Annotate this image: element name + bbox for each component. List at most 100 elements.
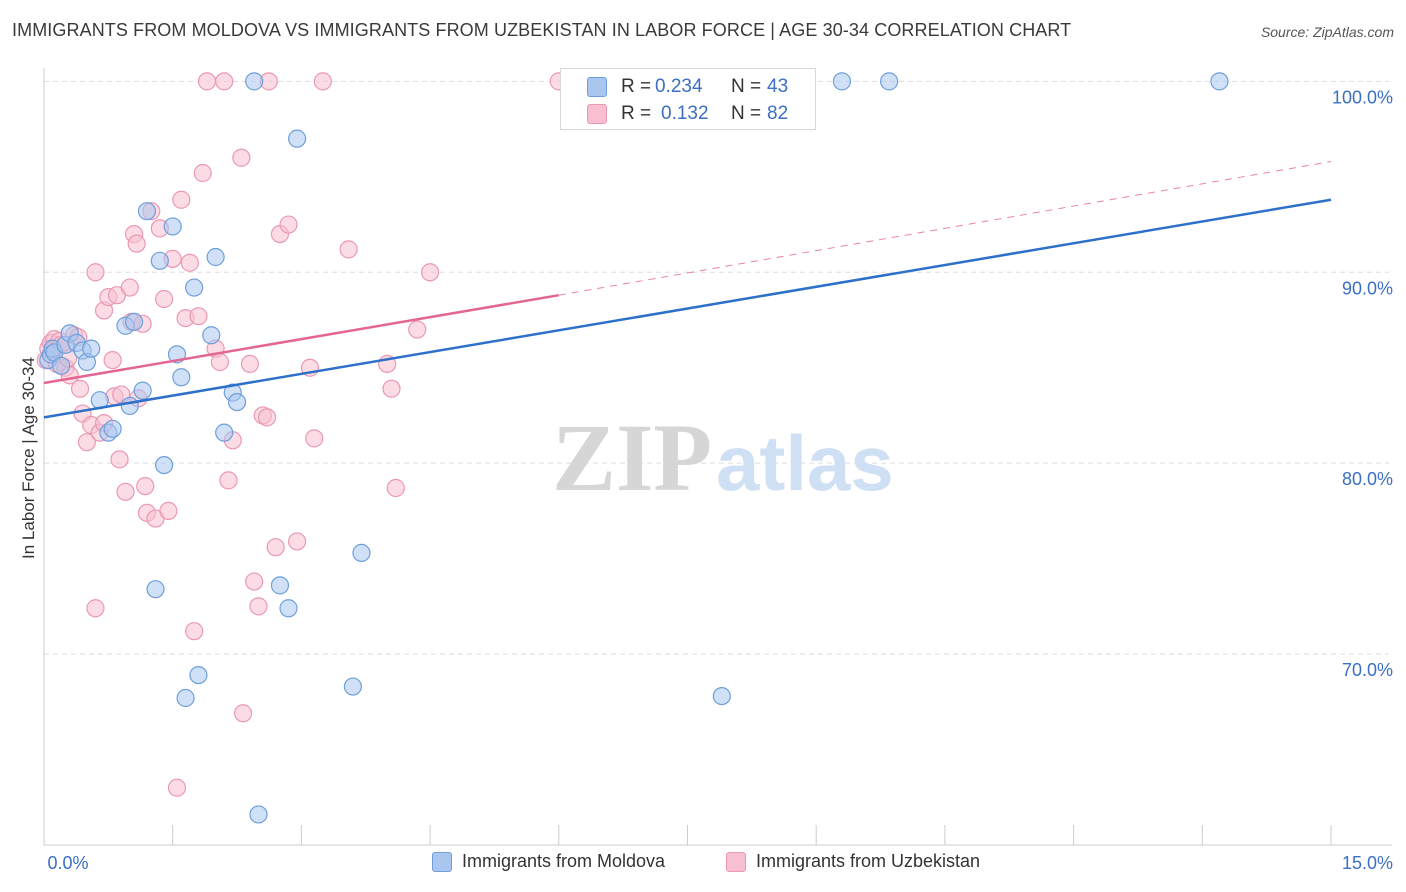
uzbekistan-point	[313, 72, 332, 91]
uzbekistan-point	[167, 778, 187, 797]
moldova-point	[150, 251, 169, 270]
legend-swatch-uzbekistan	[726, 851, 746, 872]
moldova-r-value: 0.234	[655, 76, 703, 97]
r-label: R =	[621, 103, 652, 124]
uzbekistan-point	[233, 704, 253, 723]
moldova-point	[832, 72, 852, 91]
moldova-point	[270, 576, 290, 595]
moldova-point	[189, 665, 208, 685]
y-tick-label: 80.0%	[1342, 469, 1393, 489]
uzbekistan-point	[215, 72, 234, 91]
n-label: N =	[731, 76, 762, 97]
moldova-point	[343, 677, 362, 696]
moldova-point	[215, 423, 234, 442]
uzbekistan-point	[245, 572, 264, 591]
axes: 70.0% 80.0% 90.0% 100.0% 0.0% 15.0%	[43, 68, 1393, 873]
uzbekistan-point	[219, 471, 238, 490]
uzbekistan-point	[193, 163, 212, 183]
gridlines	[44, 80, 1389, 655]
uzbekistan-point	[382, 379, 401, 398]
moldova-point	[206, 247, 225, 267]
moldova-point	[124, 312, 144, 332]
y-tick-label: 100.0%	[1332, 87, 1393, 107]
moldova-point	[146, 580, 165, 599]
moldova-point	[1210, 72, 1229, 91]
moldova-point	[712, 686, 731, 706]
stats-row-uzbekistan: R = 0.132 N = 82	[561, 101, 817, 127]
uzbekistan-point	[180, 253, 199, 272]
uzbekistan-point	[159, 501, 178, 521]
watermark-atlas: atlas	[716, 419, 894, 507]
legend: Immigrants from Moldova Immigrants from …	[0, 851, 1406, 877]
uzbekistan-point	[249, 597, 268, 616]
data-points	[36, 72, 1229, 824]
moldova-point	[279, 599, 298, 618]
moldova-point	[227, 392, 247, 412]
x-tick-label: 15.0%	[1342, 853, 1393, 873]
uzbekistan-point	[266, 538, 285, 557]
moldova-point	[137, 202, 157, 221]
chart-title: IMMIGRANTS FROM MOLDOVA VS IMMIGRANTS FR…	[12, 20, 1072, 40]
uzbekistan-point	[210, 352, 229, 372]
legend-label-moldova: Immigrants from Moldova	[462, 851, 666, 871]
moldova-point	[880, 72, 899, 91]
uzbekistan-point	[232, 148, 251, 167]
n-label: N =	[731, 103, 762, 124]
r-label: R =	[621, 76, 652, 97]
source-note: Source: ZipAtlas.com	[1260, 24, 1394, 40]
uzbekistan-point	[185, 622, 204, 641]
moldova-point	[120, 396, 139, 416]
uzbekistan-point	[305, 429, 324, 448]
uzbekistan-point	[172, 190, 191, 209]
moldova-point	[185, 278, 204, 297]
trend-lines	[43, 161, 1332, 419]
uzbekistan-point	[103, 350, 122, 370]
uzbekistan-point	[120, 278, 139, 297]
uzbekistan-r-value: 0.132	[661, 103, 709, 124]
y-tick-label: 90.0%	[1342, 278, 1393, 298]
uzbekistan-swatch	[587, 104, 607, 124]
stats-row-moldova: R = 0.234 N = 43	[561, 74, 817, 100]
moldova-point	[202, 326, 221, 345]
moldova-trend-line	[43, 198, 1332, 419]
moldova-point	[133, 381, 152, 400]
uzbekistan-point	[86, 599, 105, 618]
stats-box: R = 0.234 N = 43 R = 0.132 N = 82	[560, 68, 816, 130]
uzbekistan-point	[116, 482, 135, 501]
uzbekistan-point	[421, 263, 440, 282]
legend-item-moldova[interactable]: Immigrants from Moldova	[432, 851, 665, 872]
legend-swatch-moldova	[432, 851, 452, 872]
moldova-point	[352, 543, 371, 563]
moldova-point	[155, 455, 174, 475]
y-tick-label: 70.0%	[1342, 660, 1393, 680]
x-tick-label: 0.0%	[47, 853, 88, 873]
uzbekistan-point	[86, 263, 105, 282]
moldova-swatch	[587, 77, 607, 97]
uzbekistan-point	[279, 215, 298, 234]
uzbekistan-trend-extension	[558, 161, 1332, 296]
moldova-point	[172, 368, 191, 387]
uzbekistan-point	[155, 289, 174, 309]
uzbekistan-point	[288, 532, 307, 551]
y-axis-label: In Labor Force | Age 30-34	[19, 357, 38, 559]
moldova-point	[82, 339, 101, 358]
uzbekistan-point	[127, 234, 146, 253]
legend-label-uzbekistan: Immigrants from Uzbekistan	[756, 851, 981, 871]
moldova-point	[52, 356, 71, 375]
moldova-point	[176, 688, 195, 708]
uzbekistan-point	[408, 320, 427, 339]
legend-item-uzbekistan[interactable]: Immigrants from Uzbekistan	[726, 851, 980, 872]
uzbekistan-point	[136, 476, 155, 496]
uzbekistan-point	[386, 478, 405, 498]
uzbekistan-point	[77, 433, 97, 452]
uzbekistan-point	[240, 354, 260, 374]
moldova-point	[103, 419, 122, 438]
uzbekistan-point	[110, 450, 129, 469]
watermark: ZIP atlas	[552, 404, 894, 511]
uzbekistan-point	[257, 408, 277, 427]
moldova-n-value: 43	[767, 76, 789, 97]
uzbekistan-n-value: 82	[767, 103, 789, 124]
moldova-point	[288, 129, 307, 148]
moldova-point	[249, 805, 268, 824]
